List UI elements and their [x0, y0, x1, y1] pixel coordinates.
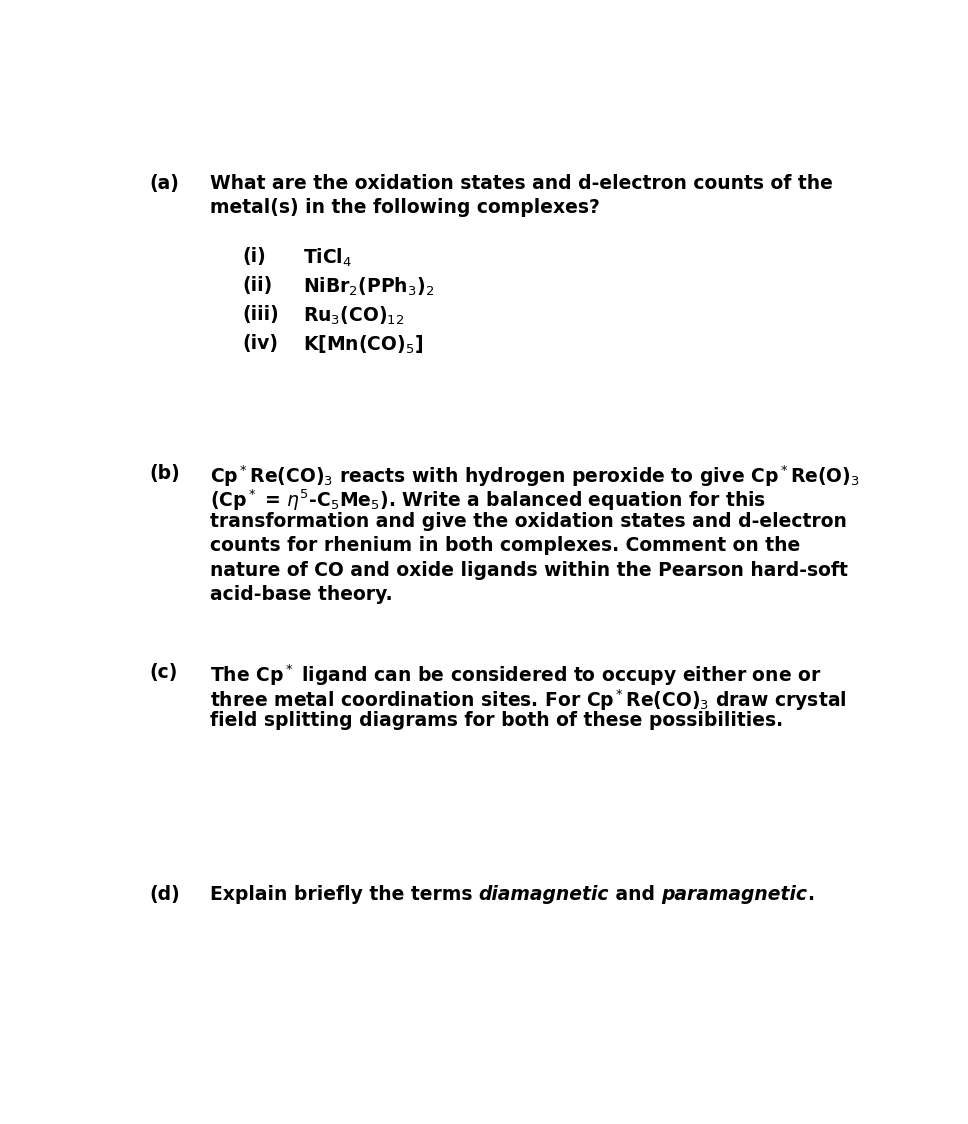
Text: (ii): (ii) [243, 275, 273, 294]
Text: The Cp$^*$ ligand can be considered to occupy either one or: The Cp$^*$ ligand can be considered to o… [209, 663, 821, 688]
Text: Explain briefly the terms: Explain briefly the terms [209, 886, 478, 904]
Text: (Cp$^*$ = $\eta^5$-C$_5$Me$_5$). Write a balanced equation for this: (Cp$^*$ = $\eta^5$-C$_5$Me$_5$). Write a… [209, 488, 766, 514]
Text: and: and [609, 886, 661, 904]
Text: (iv): (iv) [243, 334, 279, 353]
Text: K[Mn(CO)$_5$]: K[Mn(CO)$_5$] [303, 334, 423, 356]
Text: transformation and give the oxidation states and d-electron: transformation and give the oxidation st… [209, 513, 846, 532]
Text: (a): (a) [149, 174, 179, 193]
Text: TiCl$_4$: TiCl$_4$ [303, 246, 351, 269]
Text: (c): (c) [149, 663, 178, 682]
Text: metal(s) in the following complexes?: metal(s) in the following complexes? [209, 198, 599, 217]
Text: nature of CO and oxide ligands within the Pearson hard-soft: nature of CO and oxide ligands within th… [209, 561, 847, 580]
Text: field splitting diagrams for both of these possibilities.: field splitting diagrams for both of the… [209, 711, 783, 731]
Text: (iii): (iii) [243, 305, 280, 324]
Text: diamagnetic: diamagnetic [478, 886, 609, 904]
Text: NiBr$_2$(PPh$_3$)$_2$: NiBr$_2$(PPh$_3$)$_2$ [303, 275, 434, 298]
Text: .: . [807, 886, 814, 904]
Text: Cp$^*$Re(CO)$_3$ reacts with hydrogen peroxide to give Cp$^*$Re(O)$_3$: Cp$^*$Re(CO)$_3$ reacts with hydrogen pe… [209, 464, 860, 489]
Text: What are the oxidation states and d-electron counts of the: What are the oxidation states and d-elec… [209, 174, 832, 193]
Text: Ru$_3$(CO)$_{12}$: Ru$_3$(CO)$_{12}$ [303, 305, 404, 327]
Text: three metal coordination sites. For Cp$^*$Re(CO)$_3$ draw crystal: three metal coordination sites. For Cp$^… [209, 687, 846, 713]
Text: (i): (i) [243, 246, 266, 265]
Text: (b): (b) [149, 464, 180, 483]
Text: counts for rhenium in both complexes. Comment on the: counts for rhenium in both complexes. Co… [209, 536, 800, 555]
Text: acid-base theory.: acid-base theory. [209, 584, 392, 604]
Text: paramagnetic: paramagnetic [661, 886, 807, 904]
Text: (d): (d) [149, 886, 180, 904]
